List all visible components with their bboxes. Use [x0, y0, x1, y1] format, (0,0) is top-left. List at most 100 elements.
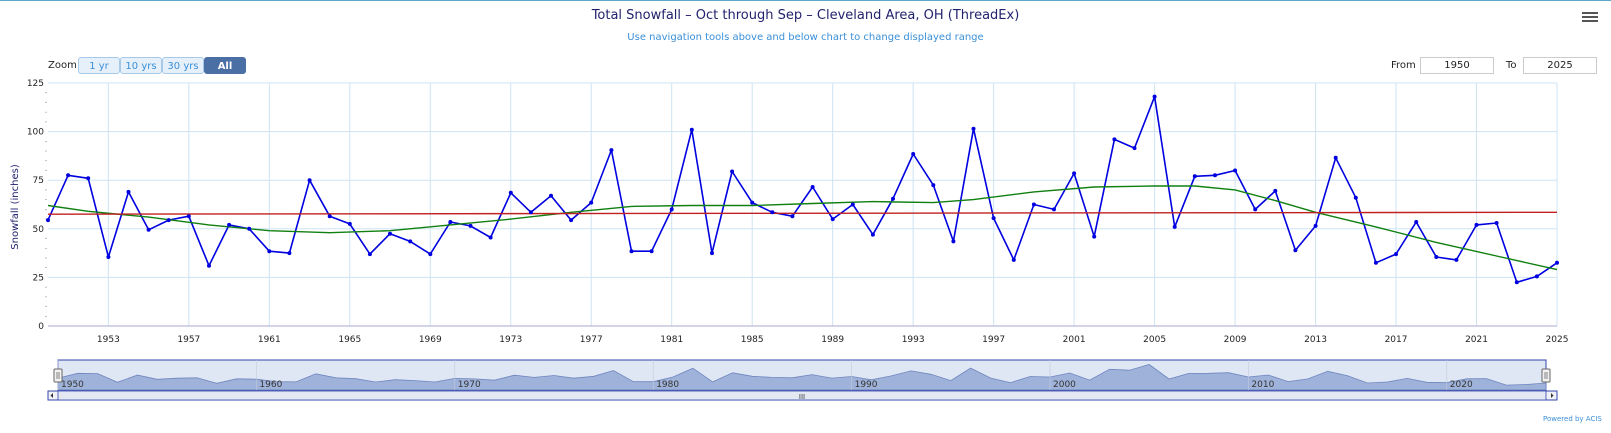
navigator-area [57, 364, 1547, 391]
data-point [1152, 94, 1157, 99]
navigator-label: 1970 [458, 380, 481, 390]
data-point [186, 214, 191, 219]
data-point [1555, 260, 1559, 265]
navigator-right-handle [1541, 368, 1551, 383]
navigator-left-handle [53, 368, 63, 383]
y-tick-label: 25 [33, 273, 44, 283]
data-point [528, 210, 533, 215]
y-tick-label: 100 [27, 128, 44, 138]
y-tick-label: 0 [38, 322, 44, 332]
data-point [347, 221, 352, 226]
data-point [669, 207, 674, 212]
data-point [1353, 195, 1358, 200]
data-point [388, 231, 392, 236]
x-tick-label: 1989 [821, 335, 844, 345]
navigator-label: 2020 [1450, 380, 1473, 390]
data-point [1213, 173, 1217, 178]
data-point [1394, 252, 1398, 257]
y-axis-label: Snowfall (inches) [10, 164, 21, 250]
data-point [1273, 188, 1278, 193]
data-point [911, 152, 916, 156]
x-tick-label: 2009 [1224, 335, 1247, 345]
snowfall-series-line [47, 95, 1558, 284]
data-point [931, 183, 936, 188]
data-point [247, 226, 252, 231]
zoom-30yrs-button[interactable]: 30 yrs [162, 57, 204, 74]
navigator[interactable]: 1950 1960 1970 1980 1990 2000 2010 2020 III [47, 359, 1558, 401]
x-tick-label: 1981 [660, 335, 683, 345]
navigator-label: 1990 [855, 380, 878, 390]
scrollbar-thumb [57, 390, 1547, 401]
data-point [166, 218, 171, 223]
data-point [790, 214, 795, 219]
data-point [367, 252, 372, 257]
y-tick-label: 50 [33, 225, 45, 235]
top-border [0, 0, 1611, 1]
x-tick-label: 2001 [1063, 335, 1086, 345]
x-axis: 1953 1957 1961 1965 1969 1973 1977 1981 1985 1989… [48, 325, 1569, 345]
x-tick-label: 1977 [580, 335, 603, 345]
x-tick-label: 1969 [419, 335, 442, 345]
data-point [589, 200, 594, 205]
x-tick-label: 2021 [1465, 335, 1488, 345]
data-point [408, 239, 413, 244]
data-point [1253, 207, 1258, 212]
x-tick-label: 2017 [1385, 335, 1408, 345]
to-label: To [1506, 60, 1517, 71]
x-tick-label: 1961 [258, 335, 281, 345]
navigator-label: 1980 [656, 380, 679, 390]
scroll-left-arrow-icon [50, 393, 53, 398]
data-point [1052, 207, 1056, 212]
data-point [1454, 257, 1459, 262]
x-tick-label: 1957 [177, 335, 200, 345]
data-point [1534, 274, 1539, 279]
data-point [1011, 257, 1016, 262]
navigator-label: 1960 [259, 380, 282, 390]
data-point [830, 217, 835, 222]
data-point [850, 202, 855, 207]
x-tick-label: 1965 [338, 335, 361, 345]
zoom-label: Zoom [48, 60, 77, 71]
chart-title: Total Snowfall – Oct through Sep – Cleve… [591, 8, 1020, 23]
data-point [991, 216, 996, 221]
data-point [1333, 155, 1338, 160]
zoom-10yrs-button[interactable]: 10 yrs [120, 57, 162, 74]
data-point [549, 193, 553, 198]
data-point [227, 222, 232, 227]
x-tick-label: 2025 [1546, 335, 1569, 345]
data-point [428, 252, 433, 257]
data-point [629, 249, 634, 254]
to-input[interactable]: 2025 [1523, 57, 1597, 74]
data-point [267, 249, 272, 254]
data-point [1172, 224, 1177, 229]
data-point [1192, 174, 1197, 179]
x-tick-label: 2013 [1304, 335, 1327, 345]
credits-link[interactable]: Powered by ACIS [1543, 415, 1602, 423]
data-point [488, 235, 493, 240]
data-point [468, 223, 473, 228]
y-axis: 0 25 50 75 100 125 [27, 79, 47, 332]
data-point [649, 249, 654, 254]
data-point [951, 239, 956, 244]
zoom-all-button[interactable]: All [204, 57, 246, 74]
data-point [86, 176, 91, 181]
y-tick-label: 125 [27, 79, 44, 89]
y-tick-label: 75 [33, 176, 44, 186]
zoom-1yr-button[interactable]: 1 yr [78, 57, 120, 74]
data-point [66, 173, 71, 178]
data-point [891, 196, 895, 201]
data-point [327, 214, 332, 219]
data-point [750, 200, 755, 205]
data-point [146, 227, 151, 232]
smooth-trend-line [47, 185, 1558, 271]
data-point [1494, 221, 1499, 225]
data-point [126, 189, 131, 194]
hamburger-menu-icon[interactable] [1582, 10, 1598, 26]
data-point [207, 263, 211, 268]
from-input[interactable]: 1950 [1420, 57, 1494, 74]
series [46, 94, 1559, 285]
data-point [730, 169, 735, 174]
data-point [870, 232, 875, 237]
x-tick-label: 1997 [982, 335, 1005, 345]
